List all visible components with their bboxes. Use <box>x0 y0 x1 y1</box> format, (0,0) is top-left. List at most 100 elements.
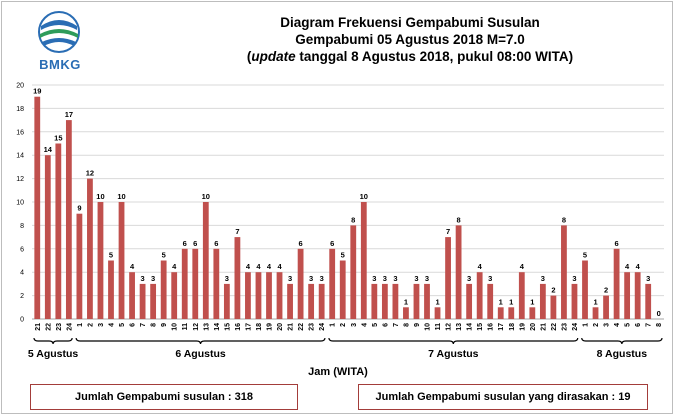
bar <box>466 283 473 319</box>
data-label: 3 <box>646 274 650 283</box>
bar <box>518 272 525 319</box>
y-tick-label: 8 <box>20 223 24 230</box>
bar <box>329 248 336 319</box>
data-label: 1 <box>509 297 513 306</box>
x-tick-label: 24 <box>572 323 579 331</box>
data-label: 9 <box>77 204 81 213</box>
data-label: 3 <box>425 274 429 283</box>
x-tick-label: 23 <box>561 323 568 331</box>
x-tick-label: 16 <box>235 323 242 331</box>
bar <box>266 272 272 319</box>
x-tick-label: 21 <box>540 323 547 331</box>
day-group-label: 6 Agustus <box>175 348 226 360</box>
y-tick-label: 6 <box>20 246 24 253</box>
bar <box>97 202 104 319</box>
bar <box>213 248 220 319</box>
bar <box>297 248 304 319</box>
data-label: 10 <box>96 192 104 201</box>
data-label: 7 <box>235 227 239 236</box>
bar <box>129 272 135 319</box>
day-group-label: 8 Agustus <box>597 348 648 360</box>
bar <box>150 283 157 319</box>
x-axis-title: Jam (WITA) <box>308 366 368 378</box>
bar <box>160 260 167 319</box>
x-tick-label: 10 <box>425 323 432 331</box>
x-tick-label: 6 <box>382 323 389 327</box>
data-label: 1 <box>404 297 408 306</box>
chart-update-note: (update tanggal 8 Agustus 2018, pukul 08… <box>246 49 574 64</box>
data-label: 3 <box>488 274 492 283</box>
x-tick-label: 15 <box>224 323 231 331</box>
data-label: 3 <box>141 274 145 283</box>
chart-subtitle: Gempabumi 05 Agustus 2018 M=7.0 <box>295 32 525 47</box>
data-label: 4 <box>256 262 261 271</box>
x-tick-label: 3 <box>351 323 358 327</box>
x-tick-label: 20 <box>530 323 537 331</box>
x-tick-label: 14 <box>467 323 474 331</box>
bar <box>613 248 620 319</box>
data-label: 3 <box>572 274 576 283</box>
bar <box>350 225 357 319</box>
x-tick-label: 19 <box>267 323 274 331</box>
data-label: 1 <box>593 297 597 306</box>
x-tick-label: 22 <box>551 323 558 331</box>
y-tick-label: 4 <box>20 270 24 277</box>
total-aftershocks-box: Jumlah Gempabumi susulan : 318 <box>30 384 298 410</box>
x-tick-label: 6 <box>635 323 642 327</box>
data-label: 4 <box>520 262 525 271</box>
x-tick-label: 7 <box>646 323 653 327</box>
data-label: 3 <box>288 274 292 283</box>
chart-titles: Diagram Frekuensi Gempabumi Susulan Gemp… <box>150 14 670 65</box>
felt-aftershocks-text: Jumlah Gempabumi susulan yang dirasakan … <box>375 391 631 403</box>
x-tick-label: 13 <box>456 323 463 331</box>
data-label: 3 <box>320 274 324 283</box>
data-label: 8 <box>351 215 355 224</box>
data-label: 6 <box>183 239 187 248</box>
bar <box>308 283 315 319</box>
bar <box>360 202 367 319</box>
x-tick-label: 24 <box>319 323 326 331</box>
data-label: 17 <box>65 110 73 119</box>
day-group-label: 7 Agustus <box>428 348 479 360</box>
x-tick-label: 12 <box>446 323 453 331</box>
bar <box>139 283 146 319</box>
chart-title: Diagram Frekuensi Gempabumi Susulan <box>280 15 540 30</box>
x-tick-label: 24 <box>66 323 73 331</box>
bar <box>455 225 462 319</box>
bar <box>65 120 72 319</box>
bar <box>550 295 557 319</box>
data-label: 3 <box>309 274 313 283</box>
data-label: 3 <box>383 274 387 283</box>
x-tick-label: 9 <box>414 323 421 327</box>
x-tick-label: 8 <box>151 323 158 327</box>
bar <box>181 248 188 319</box>
bar <box>76 213 83 319</box>
data-label: 4 <box>246 262 251 271</box>
bar <box>34 96 41 319</box>
x-tick-label: 23 <box>56 323 63 331</box>
bar <box>171 272 178 319</box>
x-tick-label: 1 <box>583 323 590 327</box>
data-label: 3 <box>541 274 545 283</box>
x-tick-label: 11 <box>435 323 442 331</box>
bar <box>55 143 62 319</box>
bar <box>108 260 114 319</box>
bar <box>318 283 325 319</box>
bar <box>255 272 262 319</box>
bar <box>413 283 420 319</box>
data-label: 1 <box>435 297 439 306</box>
x-tick-label: 7 <box>393 323 400 327</box>
data-label: 6 <box>214 239 218 248</box>
x-tick-label: 5 <box>119 323 126 327</box>
bar <box>339 260 346 319</box>
x-tick-label: 1 <box>77 323 84 327</box>
bar <box>539 283 546 319</box>
bmkg-logo-text: BMKG <box>39 57 81 72</box>
bar <box>529 307 536 319</box>
x-tick-label: 5 <box>625 323 632 327</box>
day-group-brace <box>328 337 579 345</box>
x-tick-label: 21 <box>35 323 42 331</box>
x-tick-label: 22 <box>298 323 305 331</box>
